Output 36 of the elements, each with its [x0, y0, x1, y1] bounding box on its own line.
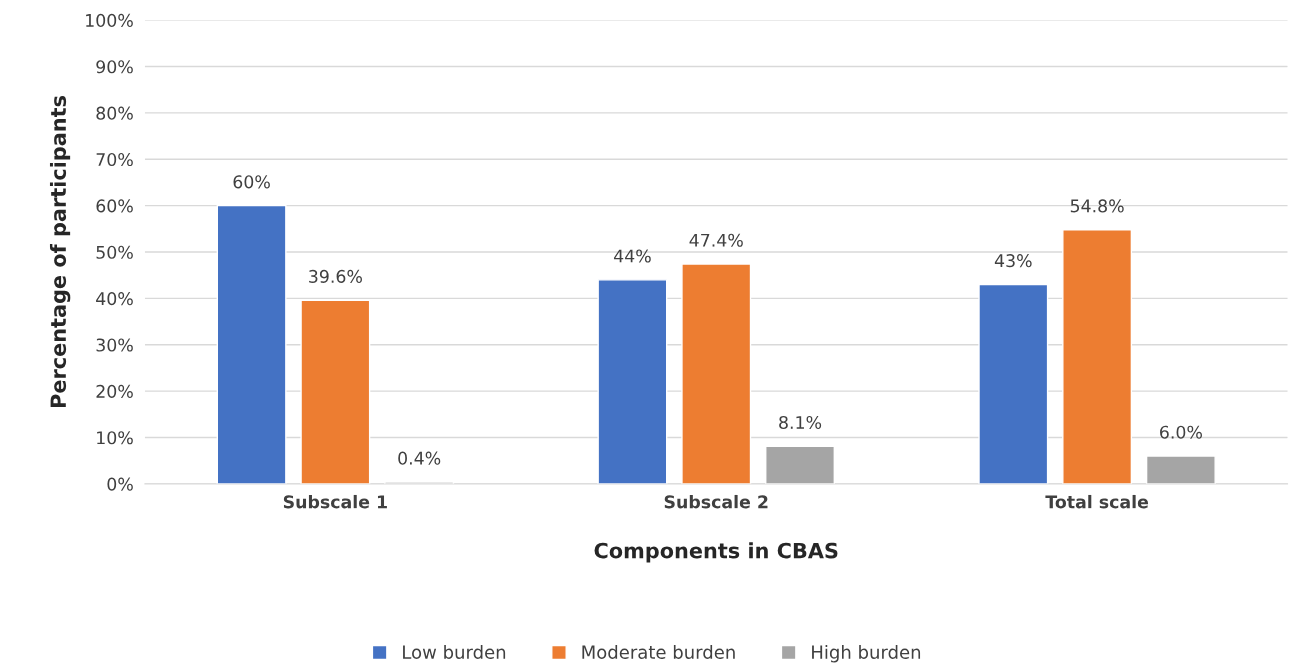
- y-tick-label: 30%: [96, 338, 133, 352]
- data-label: 44%: [613, 249, 651, 263]
- y-tick-label: 40%: [96, 292, 133, 306]
- y-tick-label: 80%: [96, 106, 133, 120]
- y-tick-label: 70%: [96, 152, 133, 167]
- y-tick-label: 90%: [96, 60, 133, 74]
- legend-label: Moderate burden: [582, 645, 735, 659]
- x-axis-title: Components in CBAS: [594, 542, 838, 563]
- y-tick-label: 100%: [86, 13, 133, 27]
- bar: [681, 263, 752, 484]
- x-tick-label: Total scale: [1045, 494, 1149, 509]
- data-label: 60%: [233, 175, 270, 189]
- legend-label: Low burden: [403, 645, 506, 659]
- bar: [300, 299, 371, 484]
- bar: [216, 204, 287, 484]
- y-tick-label: 10%: [97, 431, 133, 445]
- data-label: 47.4%: [689, 233, 743, 247]
- y-tick-label: 0%: [107, 477, 133, 491]
- bar: [978, 283, 1049, 484]
- y-tick-label: 50%: [96, 245, 133, 259]
- bar: [597, 279, 668, 484]
- x-tick-label: Subscale 1: [283, 494, 387, 509]
- y-tick-label: 20%: [96, 384, 133, 398]
- bar: [1062, 229, 1133, 484]
- y-tick-label: 60%: [96, 199, 133, 213]
- data-label: 43%: [994, 254, 1032, 268]
- data-label: 0.4%: [398, 451, 441, 465]
- legend-label: High burden: [812, 645, 921, 663]
- data-label: 39.6%: [309, 269, 362, 283]
- data-label: 8.1%: [779, 415, 822, 430]
- data-label: 54.8%: [1070, 199, 1124, 213]
- data-label: 6.0%: [1160, 425, 1202, 439]
- bar: [765, 445, 835, 484]
- bar: [1145, 455, 1216, 484]
- y-axis-title: Percentage of participants: [49, 96, 71, 408]
- x-tick-label: Subscale 2: [664, 494, 768, 509]
